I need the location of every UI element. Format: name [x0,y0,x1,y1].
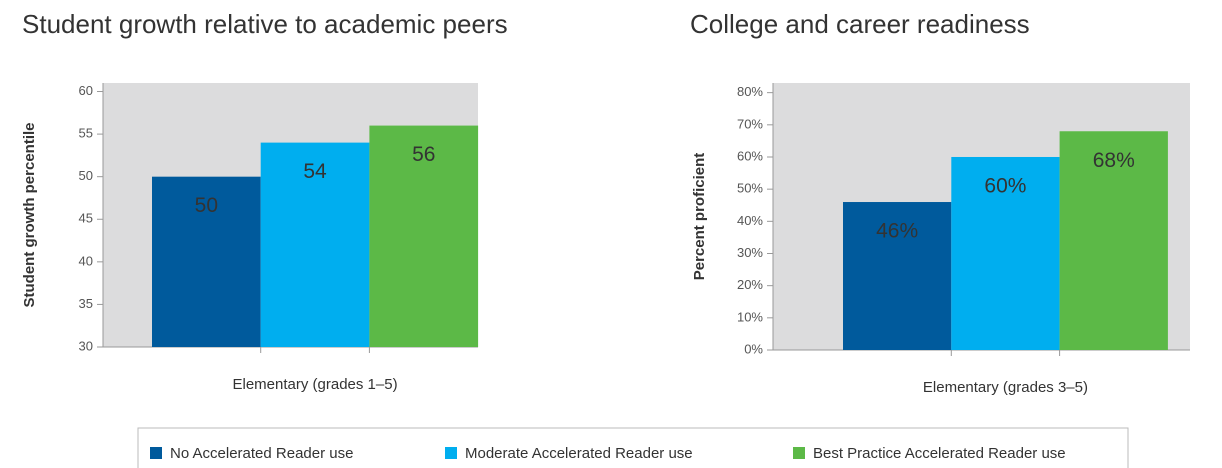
x-category-label: Elementary (grades 1–5) [233,376,398,393]
legend-label: Best Practice Accelerated Reader use [813,445,1066,462]
bar [843,202,952,350]
bar [1059,131,1168,350]
value-label: 50 [195,194,218,217]
y-axis-label: Percent proficient [691,153,708,281]
y-tick-label: 60% [737,148,763,163]
legend-box [137,427,1129,468]
legend-swatch [793,447,805,459]
y-tick-label: 30 [79,338,93,353]
y-tick-label: 80% [737,84,763,99]
value-label: 46% [876,220,918,243]
y-tick-label: 60 [79,83,93,98]
y-tick-label: 35 [79,296,93,311]
y-tick-label: 30% [737,245,763,260]
y-tick-label: 45 [79,211,93,226]
bar [260,142,370,347]
chart-title: Student growth relative to academic peer… [22,9,508,39]
y-tick-label: 0% [744,341,763,356]
legend-swatch [445,447,457,459]
bar [369,125,479,347]
value-label: 56 [412,143,435,166]
chart-title: College and career readiness [690,9,1030,39]
bar [152,176,261,347]
y-tick-label: 50% [737,181,763,196]
y-tick-label: 70% [737,116,763,131]
bar [951,156,1060,350]
y-tick-label: 50 [79,168,93,183]
y-tick-label: 40 [79,253,93,268]
value-label: 68% [1093,149,1135,172]
y-axis-label: Student growth percentile [21,122,38,307]
legend-label: Moderate Accelerated Reader use [465,445,693,462]
value-label: 60% [984,175,1026,198]
y-tick-label: 40% [737,213,763,228]
legend-swatch [150,447,162,459]
y-tick-label: 10% [737,309,763,324]
x-category-label: Elementary (grades 3–5) [923,379,1088,396]
y-tick-label: 20% [737,277,763,292]
value-label: 54 [303,160,327,183]
y-tick-label: 55 [79,126,93,141]
legend-label: No Accelerated Reader use [170,445,353,462]
